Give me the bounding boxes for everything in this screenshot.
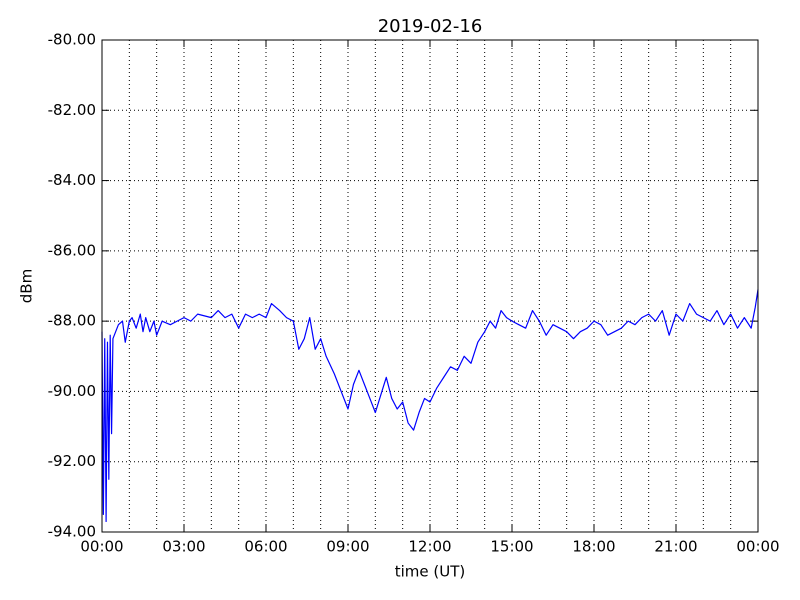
y-tick-label: -80.00 — [48, 31, 96, 49]
x-tick-label: 00:00 — [736, 538, 779, 556]
y-tick-label: -86.00 — [48, 241, 96, 259]
x-axis-label: time (UT) — [395, 563, 466, 581]
x-tick-label: 09:00 — [326, 538, 369, 556]
x-tick-label: 03:00 — [162, 538, 205, 556]
x-tick-label: 18:00 — [572, 538, 615, 556]
y-tick-label: -84.00 — [48, 171, 96, 189]
x-tick-label: 15:00 — [490, 538, 533, 556]
y-tick-label: -92.00 — [48, 452, 96, 470]
x-tick-label: 12:00 — [408, 538, 451, 556]
y-axis-label: dBm — [18, 269, 36, 303]
y-tick-label: -94.00 — [48, 523, 96, 541]
x-tick-label: 06:00 — [244, 538, 287, 556]
chart-title: 2019-02-16 — [378, 16, 483, 37]
x-tick-label: 00:00 — [80, 538, 123, 556]
x-tick-label: 21:00 — [654, 538, 697, 556]
data-line — [101, 289, 759, 523]
plot-frame — [101, 39, 759, 533]
y-tick-label: -88.00 — [48, 312, 96, 330]
y-tick-label: -82.00 — [48, 101, 96, 119]
y-tick-label: -90.00 — [48, 382, 96, 400]
